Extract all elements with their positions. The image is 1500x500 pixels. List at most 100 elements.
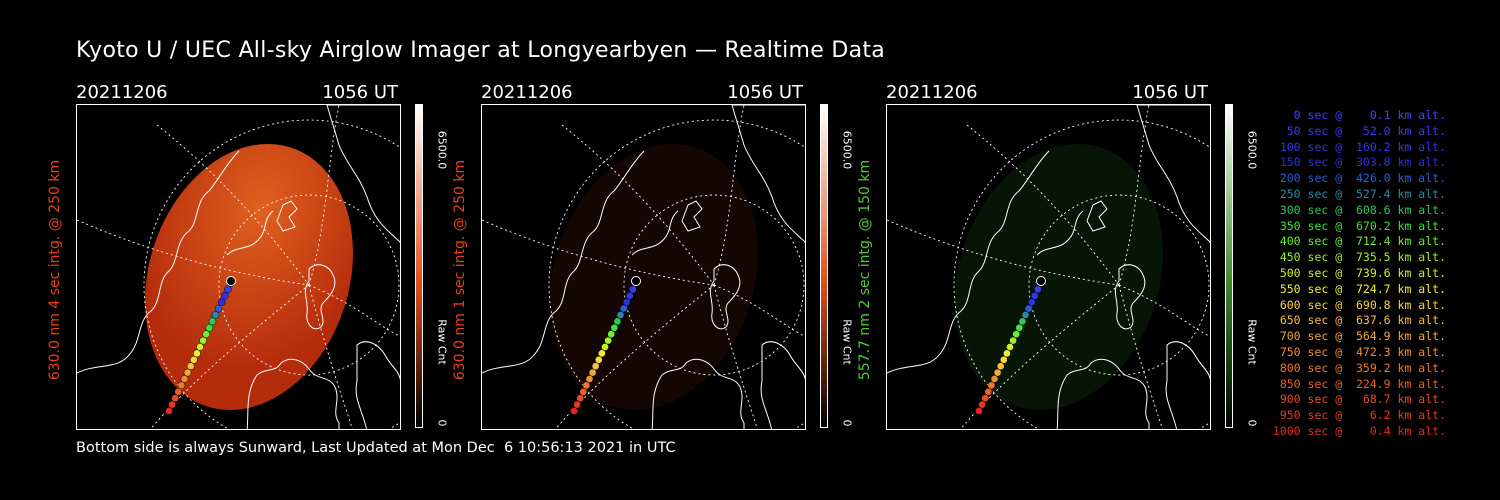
trajectory-point: [199, 336, 207, 345]
legend-row: 50 sec @ 52.0 km alt.: [1286, 123, 1446, 138]
legend-row: 550 sec @ 724.7 km alt.: [1279, 281, 1446, 296]
latitude-circle: [1028, 194, 1210, 376]
meridian-line: [561, 124, 715, 286]
trajectory-point: [613, 317, 622, 326]
trajectory-point: [588, 368, 597, 377]
allsky-image: [481, 104, 806, 430]
trajectory-point: [601, 343, 609, 351]
trajectory-point: [171, 394, 180, 403]
meridian-line: [1118, 284, 1163, 429]
trajectory-point: [165, 407, 173, 415]
coastline: [355, 341, 400, 429]
trajectory-point: [629, 285, 637, 294]
imager-panel-1: 20211206 1056 UT 630.0 nm 4 sec intg. @ …: [47, 80, 486, 430]
meridian-line: [966, 124, 1120, 286]
trajectory-point: [625, 291, 634, 300]
coastline: [731, 105, 805, 243]
legend-row: 500 sec @ 739.6 km alt.: [1279, 265, 1446, 280]
trajectory-point: [576, 394, 585, 403]
page-title: Kyoto U / UEC All-sky Airglow Imager at …: [76, 38, 886, 63]
trajectory-point: [177, 381, 186, 390]
trajectory-point: [205, 323, 214, 332]
airglow-emission: [550, 144, 758, 410]
panel-time: 1056 UT: [1132, 82, 1208, 103]
trajectory-point: [990, 375, 999, 383]
meridian-line: [713, 105, 745, 286]
trajectory-point: [180, 375, 189, 383]
meridian-line: [887, 219, 1120, 286]
station-marker: [1036, 276, 1046, 286]
legend-row: 950 sec @ 6.2 km alt.: [1279, 408, 1446, 423]
trajectory-point: [168, 400, 176, 409]
trajectory-point: [573, 400, 581, 409]
trajectory-point: [1024, 304, 1033, 313]
meridian-line: [713, 284, 805, 337]
trajectory-point: [211, 311, 220, 319]
coastline: [1086, 200, 1108, 232]
coastline: [1036, 210, 1084, 256]
trajectory-point: [607, 330, 616, 339]
coastline: [1114, 264, 1146, 330]
trajectory-point: [996, 362, 1005, 371]
legend-row: 650 sec @ 637.6 km alt.: [1279, 313, 1446, 328]
trajectory-point: [987, 381, 996, 390]
meridian-line: [308, 284, 400, 337]
trajectory-point: [214, 304, 223, 313]
trajectory-point: [582, 381, 591, 390]
trajectory-point: [174, 387, 183, 396]
trajectory-point: [1012, 330, 1021, 339]
trajectory-point: [1030, 291, 1039, 300]
coastline: [1165, 341, 1210, 429]
trajectory-point: [189, 355, 198, 364]
trajectory-point: [1006, 343, 1014, 351]
trajectory-point: [1003, 349, 1011, 358]
trajectory-point: [591, 362, 600, 371]
meridian-line: [960, 284, 1120, 429]
meridian-line: [156, 124, 310, 286]
meridian-line: [1118, 284, 1210, 337]
coastline: [276, 200, 298, 232]
legend-row: 100 sec @ 160.2 km alt.: [1279, 139, 1446, 154]
meridian-line: [150, 284, 310, 429]
legend-row: 350 sec @ 670.2 km alt.: [1279, 218, 1446, 233]
latitude-circle: [623, 194, 805, 376]
legend-row: 150 sec @ 303.8 km alt.: [1279, 155, 1446, 170]
coastline: [304, 264, 336, 330]
trajectory-point: [224, 285, 232, 294]
trajectory-point: [598, 349, 606, 358]
trajectory-point: [619, 304, 628, 313]
legend-row: 1000 sec @ 0.4 km alt.: [1272, 423, 1446, 438]
trajectory-point: [1034, 285, 1042, 294]
legend-row: 800 sec @ 359.2 km alt.: [1279, 360, 1446, 375]
imager-panel-3: 20211206 1056 UT 557.7 nm 2 sec intg. @ …: [857, 80, 1296, 430]
panel-date: 20211206: [886, 82, 978, 103]
imager-panel-2: 20211206 1056 UT 630.0 nm 1 sec intg. @ …: [452, 80, 891, 430]
trajectory-point: [622, 298, 631, 307]
station-marker: [631, 276, 641, 286]
coastline: [651, 358, 745, 429]
coastline: [77, 150, 240, 374]
trajectory-point: [1015, 323, 1024, 332]
trajectory-point: [220, 291, 229, 300]
panel-date: 20211206: [76, 82, 168, 103]
trajectory-point: [193, 349, 201, 358]
legend-row: 450 sec @ 735.5 km alt.: [1279, 250, 1446, 265]
allsky-image: [76, 104, 401, 430]
trajectory-point: [610, 323, 619, 332]
trajectory-point: [570, 407, 578, 415]
trajectory-legend: 0 sec @ 0.1 km alt. 50 sec @ 52.0 km alt.…: [1256, 108, 1446, 440]
airglow-emission: [145, 144, 353, 410]
trajectory-point: [585, 375, 594, 383]
allsky-image: [886, 104, 1211, 430]
legend-row: 300 sec @ 608.6 km alt.: [1279, 202, 1446, 217]
coastline: [1056, 358, 1150, 429]
meridian-line: [77, 219, 310, 286]
coastline: [681, 200, 703, 232]
legend-row: 750 sec @ 472.3 km alt.: [1279, 344, 1446, 359]
coastline: [246, 358, 340, 429]
trajectory-point: [202, 330, 211, 339]
legend-row: 600 sec @ 690.8 km alt.: [1279, 297, 1446, 312]
coastline: [226, 210, 274, 256]
trajectory-point: [183, 368, 192, 377]
latitude-circle: [218, 194, 400, 376]
